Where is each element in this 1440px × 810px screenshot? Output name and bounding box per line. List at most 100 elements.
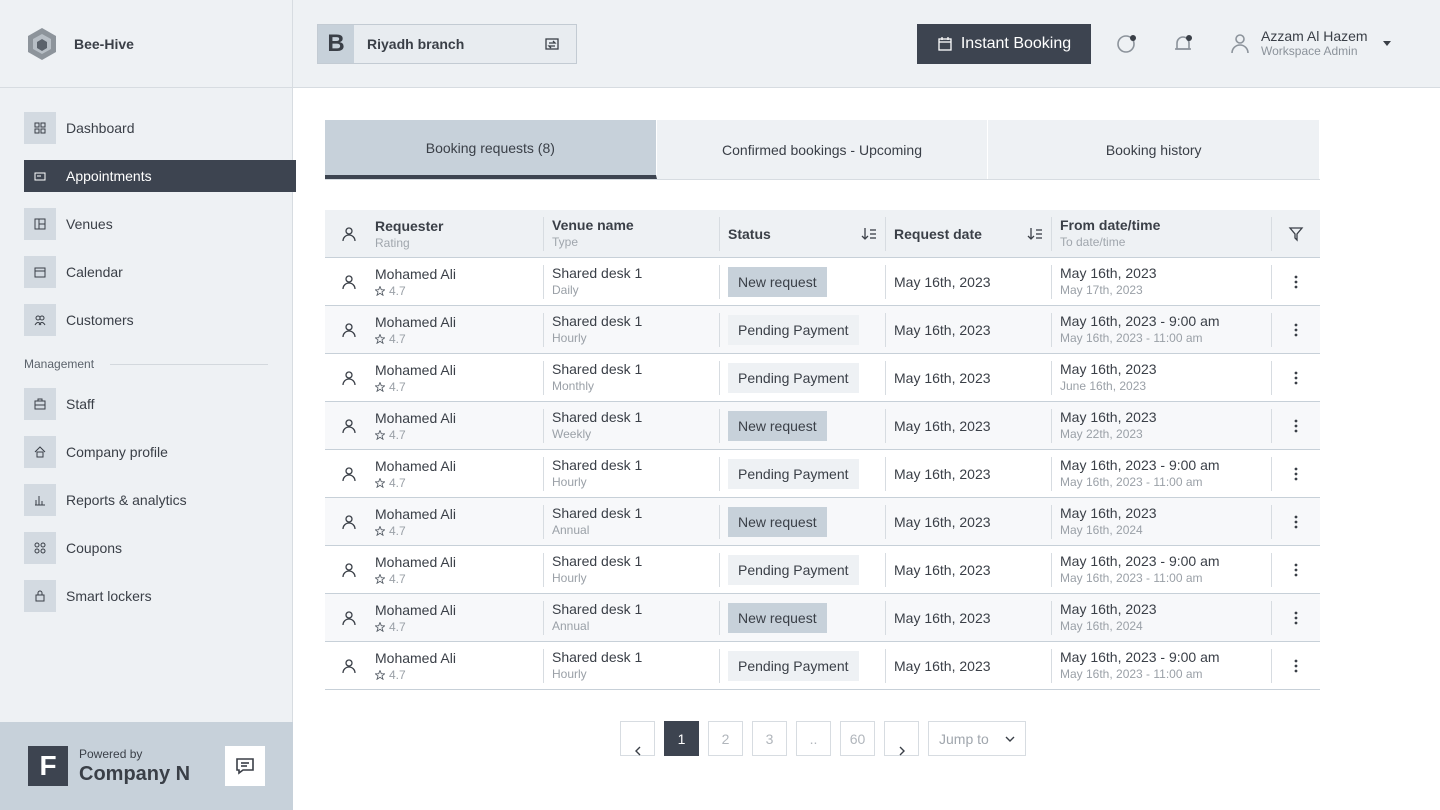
requester-name[interactable]: Mohamed Ali — [375, 505, 456, 522]
sidebar-item-appointments[interactable]: Appointments — [24, 160, 296, 192]
request-date: May 16th, 2023 — [894, 273, 991, 290]
requester-rating: 4.7 — [375, 572, 543, 586]
sidebar-item-smart-lockers[interactable]: Smart lockers — [24, 580, 296, 612]
rating-value: 4.7 — [389, 379, 406, 394]
sidebar-item-staff[interactable]: Staff — [24, 388, 296, 420]
jump-to-select[interactable]: Jump to — [928, 721, 1026, 756]
tab-booking-requests[interactable]: Booking requests (8) — [325, 120, 657, 179]
request-date: May 16th, 2023 — [894, 609, 991, 626]
request-date-cell: May 16th, 2023 — [885, 552, 1051, 587]
sidebar-item-reports[interactable]: Reports & analytics — [24, 484, 296, 516]
tab-confirmed-bookings[interactable]: Confirmed bookings - Upcoming — [656, 120, 989, 179]
status-header-label: Status — [728, 225, 771, 242]
filter-icon[interactable] — [1288, 226, 1304, 242]
user-menu[interactable]: Azzam Al Hazem Workspace Admin — [1228, 28, 1392, 58]
user-icon — [342, 322, 356, 337]
company-name: Company N — [79, 762, 191, 785]
more-vertical-icon[interactable] — [1288, 514, 1304, 530]
sidebar-item-coupons[interactable]: Coupons — [24, 532, 296, 564]
status-badge: Pending Payment — [728, 314, 859, 345]
status-cell: Pending Payment — [719, 648, 885, 683]
table-row[interactable]: Mohamed Ali 4.7 Shared desk 1 Weekly New req… — [325, 402, 1320, 450]
more-vertical-icon[interactable] — [1288, 370, 1304, 386]
more-vertical-icon[interactable] — [1288, 466, 1304, 482]
requester-avatar-cell — [325, 322, 373, 338]
management-section-title: Management — [24, 352, 268, 376]
row-actions-cell — [1271, 600, 1320, 635]
user-avatar-icon — [1231, 34, 1249, 54]
user-icon — [342, 418, 356, 433]
sidebar-item-calendar[interactable]: Calendar — [24, 256, 296, 288]
sort-icon[interactable] — [1027, 226, 1043, 242]
table-row[interactable]: Mohamed Ali 4.7 Shared desk 1 Daily New requ… — [325, 258, 1320, 306]
table-row[interactable]: Mohamed Ali 4.7 Shared desk 1 Annual New req… — [325, 498, 1320, 546]
page-button[interactable]: 2 — [708, 721, 743, 756]
page-button[interactable]: 1 — [664, 721, 699, 756]
messages-icon[interactable] — [1115, 32, 1139, 56]
switch-branch-icon[interactable] — [544, 36, 560, 52]
chat-button[interactable] — [225, 746, 265, 786]
rating-value: 4.7 — [389, 283, 406, 298]
venue-type: Weekly — [552, 426, 592, 441]
request-date: May 16th, 2023 — [894, 321, 991, 338]
row-actions-cell — [1271, 552, 1320, 587]
table-row[interactable]: Mohamed Ali 4.7 Shared desk 1 Hourly Pending… — [325, 450, 1320, 498]
table-row[interactable]: Mohamed Ali 4.7 Shared desk 1 Monthly Pendin… — [325, 354, 1320, 402]
instant-booking-button[interactable]: Instant Booking — [917, 24, 1091, 64]
chat-icon — [236, 758, 254, 775]
requester-name[interactable]: Mohamed Ali — [375, 265, 456, 282]
more-vertical-icon[interactable] — [1288, 610, 1304, 626]
requester-name[interactable]: Mohamed Ali — [375, 313, 456, 330]
table-row[interactable]: Mohamed Ali 4.7 Shared desk 1 Hourly Pending… — [325, 642, 1320, 690]
sidebar-item-company-profile[interactable]: Company profile — [24, 436, 296, 468]
more-vertical-icon[interactable] — [1288, 562, 1304, 578]
table-row[interactable]: Mohamed Ali 4.7 Shared desk 1 Annual New req… — [325, 594, 1320, 642]
prev-page-button[interactable] — [620, 721, 655, 756]
date-range-cell: May 16th, 2023 May 16th, 2024 — [1051, 600, 1271, 635]
requester-avatar-cell — [325, 418, 373, 434]
table-row[interactable]: Mohamed Ali 4.7 Shared desk 1 Hourly Pending… — [325, 306, 1320, 354]
sidebar-item-dashboard[interactable]: Dashboard — [24, 112, 296, 144]
user-icon — [342, 274, 356, 289]
request-date-cell: May 16th, 2023 — [885, 360, 1051, 395]
table-row[interactable]: Mohamed Ali 4.7 Shared desk 1 Hourly Pending… — [325, 546, 1320, 594]
next-page-button[interactable] — [884, 721, 919, 756]
star-icon — [375, 573, 385, 584]
requester-name[interactable]: Mohamed Ali — [375, 457, 456, 474]
powered-by-label: Powered by — [79, 746, 143, 761]
more-vertical-icon[interactable] — [1288, 418, 1304, 434]
request-date-cell: May 16th, 2023 — [885, 504, 1051, 539]
requester-avatar-cell — [325, 370, 373, 386]
filter-header-cell — [1271, 216, 1320, 251]
requester-name[interactable]: Mohamed Ali — [375, 409, 456, 426]
brand-name: Bee-Hive — [74, 35, 134, 52]
more-vertical-icon[interactable] — [1288, 658, 1304, 674]
requester-name[interactable]: Mohamed Ali — [375, 601, 456, 618]
pagination: 1 2 3 .. 60 Jump to — [620, 721, 1026, 756]
notification-bell-icon[interactable] — [1171, 32, 1195, 56]
venue-cell: Shared desk 1 Daily — [543, 264, 719, 299]
chevron-left-icon — [634, 746, 640, 755]
sidebar-item-venues[interactable]: Venues — [24, 208, 296, 240]
requester-name[interactable]: Mohamed Ali — [375, 553, 456, 570]
requester-avatar-cell — [325, 466, 373, 482]
requester-name[interactable]: Mohamed Ali — [375, 361, 456, 378]
tab-booking-history[interactable]: Booking history — [988, 120, 1321, 179]
requester-header-label: Requester — [375, 217, 444, 234]
page-button[interactable]: 60 — [840, 721, 875, 756]
requester-rating: 4.7 — [375, 380, 543, 394]
request-date: May 16th, 2023 — [894, 465, 991, 482]
venues-icon — [24, 208, 56, 240]
page-button[interactable]: 3 — [752, 721, 787, 756]
user-role: Workspace Admin — [1261, 44, 1358, 58]
venue-cell: Shared desk 1 Weekly — [543, 408, 719, 443]
more-vertical-icon[interactable] — [1288, 322, 1304, 338]
sidebar-item-customers[interactable]: Customers — [24, 304, 296, 336]
more-vertical-icon[interactable] — [1288, 274, 1304, 290]
row-actions-cell — [1271, 408, 1320, 443]
sort-icon[interactable] — [861, 226, 877, 242]
date-range-cell: May 16th, 2023 June 16th, 2023 — [1051, 360, 1271, 395]
branch-selector[interactable]: B Riyadh branch — [317, 24, 577, 64]
row-actions-cell — [1271, 648, 1320, 683]
requester-name[interactable]: Mohamed Ali — [375, 649, 456, 666]
